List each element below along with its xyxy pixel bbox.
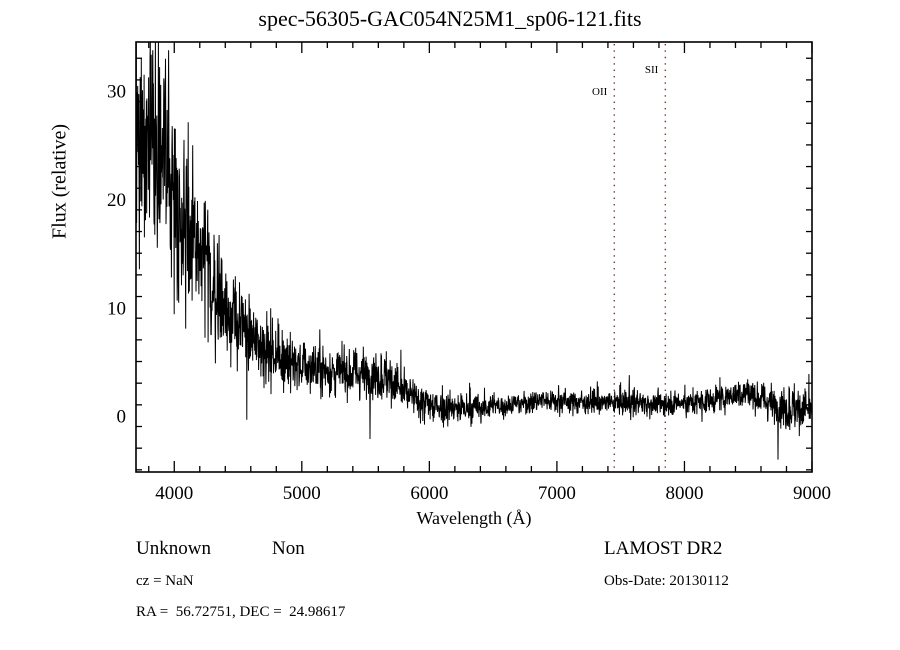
obs-date-label: Obs-Date: 20130112: [604, 573, 729, 589]
object-class-label: Unknown: [136, 538, 211, 559]
spectrum-trace: [136, 42, 812, 460]
x-tick-label: 9000: [793, 483, 831, 504]
x-tick-label: 8000: [665, 483, 703, 504]
x-tick-label: 5000: [283, 483, 321, 504]
x-tick-label: 6000: [410, 483, 448, 504]
x-axis-label: Wavelength (Å): [416, 508, 532, 528]
y-tick-label: 0: [117, 407, 127, 428]
survey-label: LAMOST DR2: [604, 538, 723, 559]
y-tick-label: 10: [107, 298, 126, 319]
y-axis-label: Flux (relative): [48, 124, 71, 239]
emission-line-label-oii: OII: [592, 86, 608, 98]
y-tick-label: 30: [107, 82, 126, 103]
emission-line-label-sii: SII: [645, 64, 659, 76]
page-title: spec-56305-GAC054N25M1_sp06-121.fits: [258, 6, 642, 31]
object-subclass-label: Non: [272, 538, 305, 559]
x-tick-label: 4000: [155, 483, 193, 504]
y-tick-label: 20: [107, 190, 126, 211]
redshift-label: cz = NaN: [136, 573, 194, 589]
coordinates-label: RA = 56.72751, DEC = 24.98617: [136, 604, 346, 620]
plot-frame: [135, 41, 813, 473]
x-tick-label: 7000: [538, 483, 576, 504]
